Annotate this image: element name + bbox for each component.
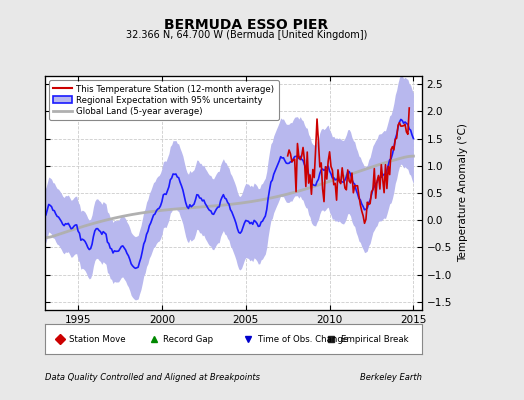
Text: BERMUDA ESSO PIER: BERMUDA ESSO PIER (164, 18, 329, 32)
Text: Station Move: Station Move (69, 334, 126, 344)
Y-axis label: Temperature Anomaly (°C): Temperature Anomaly (°C) (457, 124, 467, 262)
Text: Record Gap: Record Gap (163, 334, 213, 344)
Text: Data Quality Controlled and Aligned at Breakpoints: Data Quality Controlled and Aligned at B… (45, 374, 259, 382)
Legend: This Temperature Station (12-month average), Regional Expectation with 95% uncer: This Temperature Station (12-month avera… (49, 80, 279, 120)
Text: Time of Obs. Change: Time of Obs. Change (258, 334, 348, 344)
Text: Empirical Break: Empirical Break (341, 334, 408, 344)
Text: 32.366 N, 64.700 W (Bermuda [United Kingdom]): 32.366 N, 64.700 W (Bermuda [United King… (126, 30, 367, 40)
Text: Berkeley Earth: Berkeley Earth (360, 374, 422, 382)
